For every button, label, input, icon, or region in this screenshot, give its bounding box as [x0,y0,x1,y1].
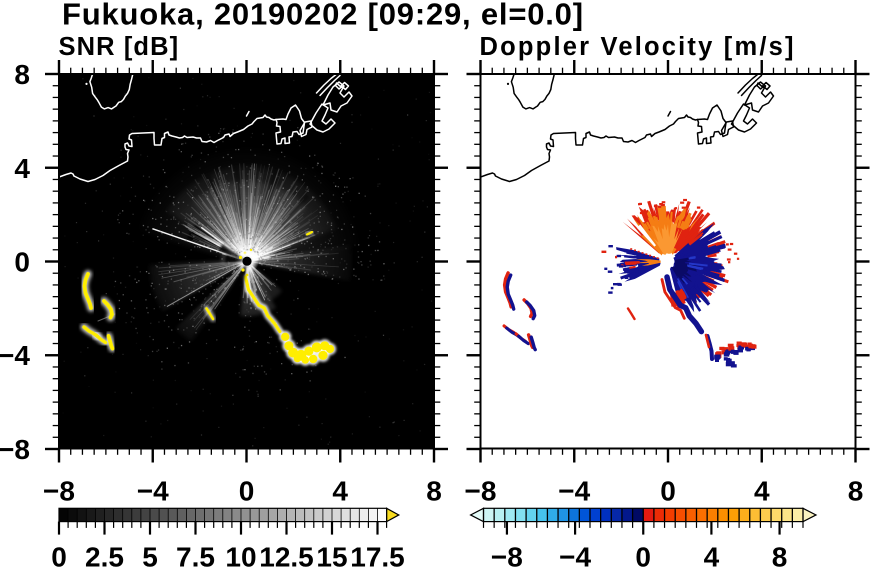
svg-text:0: 0 [660,476,676,507]
svg-text:0: 0 [14,247,30,278]
svg-text:−8: −8 [43,476,75,507]
svg-text:4: 4 [754,476,770,507]
svg-text:17.5: 17.5 [350,542,405,571]
svg-text:15: 15 [316,542,347,571]
svg-text:4: 4 [704,542,720,571]
svg-text:4: 4 [332,476,348,507]
svg-text:0: 0 [239,476,255,507]
svg-text:8: 8 [426,476,442,507]
svg-text:12.5: 12.5 [259,542,314,571]
svg-text:−4: −4 [137,476,169,507]
svg-text:SNR [dB]: SNR [dB] [59,33,180,61]
svg-text:10: 10 [225,542,256,571]
svg-text:2.5: 2.5 [85,542,124,571]
svg-text:−8: −8 [0,434,30,465]
svg-text:8: 8 [848,476,864,507]
svg-text:Fukuoka, 20190202 [09:29, el=0: Fukuoka, 20190202 [09:29, el=0.0] [62,0,584,32]
svg-text:7.5: 7.5 [176,542,215,571]
svg-text:Doppler Velocity [m/s]: Doppler Velocity [m/s] [480,33,796,61]
svg-text:−8: −8 [465,476,497,507]
svg-text:−4: −4 [559,542,591,571]
svg-text:8: 8 [772,542,788,571]
svg-text:4: 4 [14,153,30,184]
svg-text:0: 0 [635,542,651,571]
svg-text:8: 8 [14,59,30,90]
svg-text:−4: −4 [558,476,590,507]
svg-text:0: 0 [51,542,67,571]
svg-text:5: 5 [142,542,158,571]
svg-text:−4: −4 [0,340,30,371]
svg-text:−8: −8 [491,542,523,571]
